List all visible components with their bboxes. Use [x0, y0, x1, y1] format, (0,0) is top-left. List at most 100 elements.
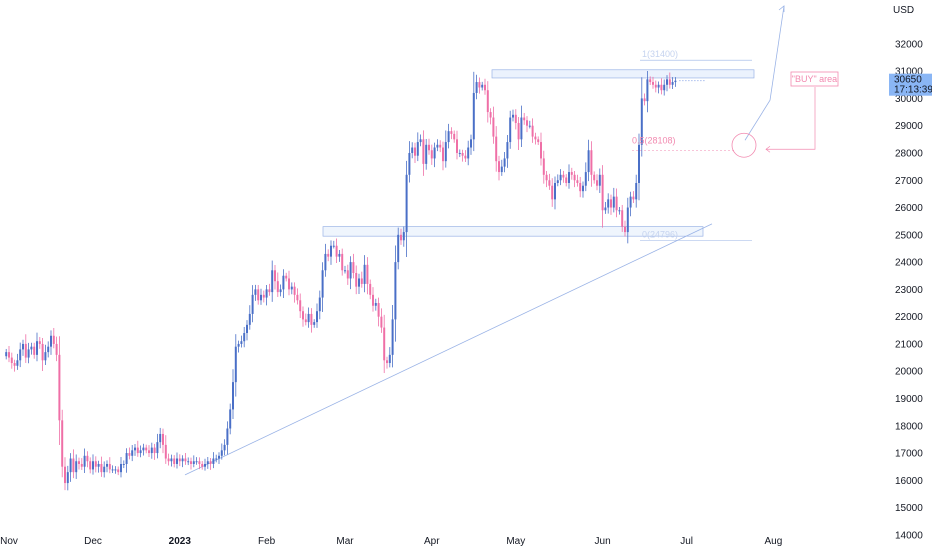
- candle: [313, 319, 316, 328]
- candle: [652, 76, 654, 89]
- candle: [495, 126, 498, 172]
- candle: [360, 271, 363, 288]
- x-tick-label: Jul: [680, 536, 693, 547]
- candle: [472, 71, 475, 152]
- candle: [663, 79, 666, 96]
- candle: [142, 443, 145, 456]
- candle: [304, 313, 307, 326]
- candle: [97, 460, 100, 473]
- candle: [537, 136, 540, 146]
- candle: [220, 443, 223, 460]
- candle: [470, 134, 472, 155]
- candle: [624, 220, 626, 237]
- candle: [498, 155, 500, 181]
- bar-countdown: 17:13:39: [894, 85, 932, 96]
- candle: [218, 452, 220, 465]
- projection-path: [744, 5, 785, 141]
- candle: [590, 141, 593, 187]
- candle: [386, 356, 388, 369]
- candle: [246, 320, 248, 341]
- candle: [671, 77, 674, 90]
- candle: [593, 171, 596, 184]
- candle: [265, 285, 268, 306]
- y-tick-label: 26000: [895, 203, 923, 214]
- candle: [125, 448, 128, 473]
- x-axis-panel[interactable]: [0, 528, 887, 550]
- candle: [568, 164, 570, 189]
- candle: [346, 264, 349, 285]
- candle: [13, 359, 16, 372]
- candle: [570, 167, 573, 180]
- candle: [153, 443, 156, 460]
- candle: [660, 78, 663, 95]
- candle: [260, 288, 262, 305]
- candle: [24, 334, 27, 363]
- candle: [461, 149, 464, 162]
- candle: [456, 130, 458, 160]
- candle: [554, 176, 556, 210]
- candle: [184, 452, 187, 465]
- candle: [178, 454, 181, 467]
- candle: [481, 81, 484, 91]
- candle: [565, 174, 568, 187]
- candle: [388, 347, 391, 368]
- candle: [668, 72, 671, 89]
- candle: [156, 433, 159, 459]
- buy-label-box: [790, 71, 839, 87]
- candle: [425, 138, 428, 170]
- candle: [526, 116, 528, 133]
- candle: [607, 193, 610, 214]
- y-tick-label: 29000: [895, 121, 923, 132]
- candle: [38, 336, 41, 349]
- candle: [232, 369, 234, 420]
- candle: [27, 342, 30, 364]
- support-zone: [322, 226, 704, 237]
- candle: [316, 303, 318, 328]
- x-tick-label: Dec: [84, 536, 102, 547]
- x-tick-label: 2023: [169, 536, 192, 547]
- y-tick-label: 32000: [895, 39, 923, 50]
- candle: [92, 454, 94, 475]
- candle: [523, 112, 526, 125]
- candle: [201, 461, 204, 470]
- candle: [646, 70, 649, 113]
- candle: [657, 81, 660, 94]
- candle: [349, 256, 352, 290]
- candle: [394, 245, 397, 342]
- candle: [430, 144, 433, 165]
- candle: [5, 348, 8, 360]
- candle: [453, 130, 456, 143]
- candle: [444, 130, 447, 168]
- y-tick-label: 27000: [895, 176, 923, 187]
- candle: [58, 336, 61, 446]
- candle: [302, 306, 304, 327]
- candle: [467, 140, 470, 166]
- candle: [492, 106, 495, 144]
- candle: [159, 427, 162, 449]
- candle: [128, 447, 131, 460]
- candle: [414, 142, 416, 164]
- candle: [489, 108, 492, 125]
- x-tick-label: May: [506, 536, 525, 547]
- candle: [503, 151, 506, 173]
- candle: [478, 77, 481, 94]
- candle: [335, 238, 338, 263]
- candle: [358, 273, 360, 294]
- candle: [41, 338, 44, 371]
- candle: [638, 133, 640, 201]
- y-tick-label: 30000: [895, 94, 923, 105]
- projection-arrowhead: [778, 5, 785, 12]
- candle: [111, 465, 114, 473]
- candle: [30, 342, 33, 355]
- candle: [33, 342, 36, 359]
- candle: [122, 460, 125, 469]
- candle: [512, 109, 514, 122]
- candle: [338, 250, 341, 262]
- candle: [80, 458, 83, 470]
- y-tick-label: 20000: [895, 367, 923, 378]
- candle: [290, 282, 293, 295]
- y-tick-label: 17000: [895, 449, 923, 460]
- candle: [136, 440, 139, 457]
- candle: [436, 139, 439, 152]
